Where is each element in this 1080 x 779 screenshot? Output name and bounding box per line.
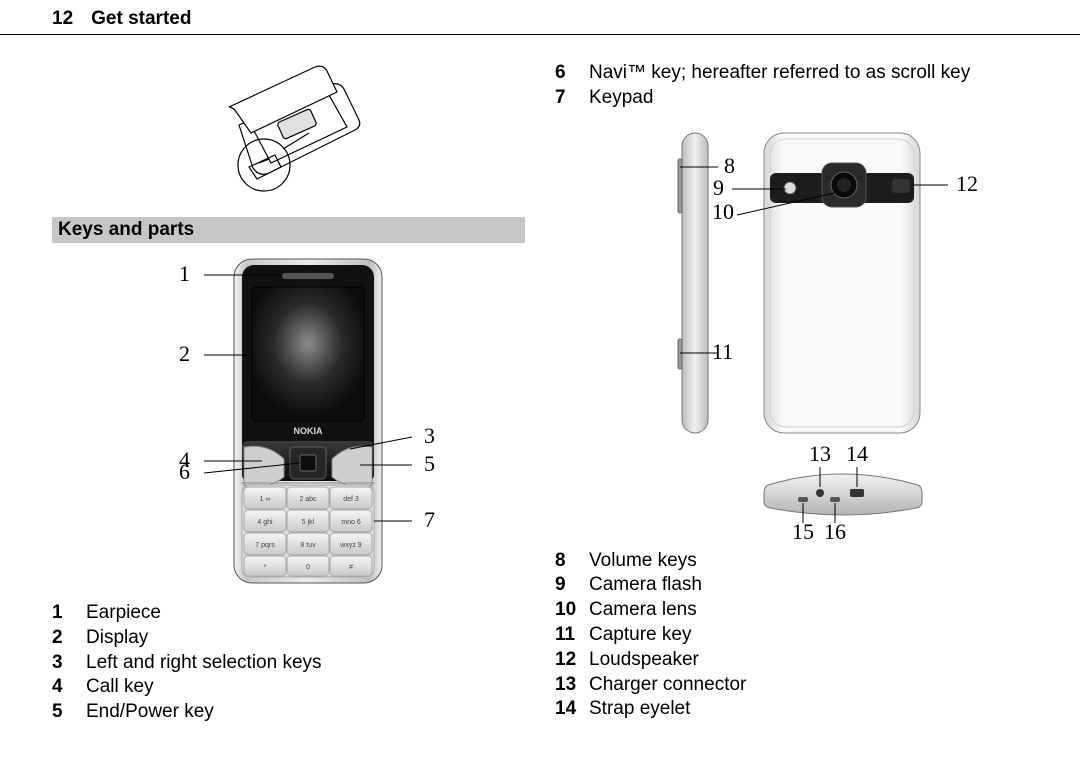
phone-rear-svg: 8 9 10 11 12	[572, 119, 1012, 539]
list-item: 2Display	[52, 626, 525, 651]
list-item: 14Strap eyelet	[555, 697, 1028, 722]
svg-text:7 pqrs: 7 pqrs	[255, 542, 275, 549]
page-header: 12 Get started	[0, 0, 1080, 35]
list-item: 11Capture key	[555, 623, 1028, 648]
legend-right-top: 6Navi™ key; hereafter referred to as scr…	[555, 61, 1028, 111]
svg-text:2: 2	[179, 341, 190, 366]
chapter-title: Get started	[91, 8, 191, 30]
assembly-svg	[189, 55, 389, 205]
svg-text:8 tuv: 8 tuv	[300, 542, 316, 549]
svg-text:3: 3	[424, 423, 435, 448]
svg-text:5: 5	[424, 451, 435, 476]
figure-phone-front: NOKIA	[52, 243, 525, 595]
list-item: 5End/Power key	[52, 700, 525, 725]
svg-text:0: 0	[306, 564, 310, 571]
svg-text:14: 14	[846, 441, 868, 466]
list-item: 8Volume keys	[555, 549, 1028, 574]
svg-text:mno 6: mno 6	[341, 519, 361, 526]
svg-text:8: 8	[724, 153, 735, 178]
phone-back	[764, 133, 920, 433]
svg-text:1 ∞: 1 ∞	[259, 496, 270, 503]
svg-text:wxyz 9: wxyz 9	[339, 542, 362, 549]
figure-phone-rear: 8 9 10 11 12	[555, 111, 1028, 543]
list-item: 12Loudspeaker	[555, 648, 1028, 673]
svg-text:11: 11	[712, 339, 733, 364]
svg-text:def 3: def 3	[343, 496, 359, 503]
svg-text:6: 6	[179, 459, 190, 484]
svg-text:2 abc: 2 abc	[299, 496, 317, 503]
page-number: 12	[52, 8, 73, 30]
section-keys-and-parts: Keys and parts	[52, 217, 525, 243]
list-item: 3Left and right selection keys	[52, 651, 525, 676]
legend-right-bottom: 8Volume keys 9Camera flash 10Camera lens…	[555, 549, 1028, 723]
list-item: 9Camera flash	[555, 573, 1028, 598]
svg-text:9: 9	[713, 175, 724, 200]
page-columns: Keys and parts	[0, 35, 1080, 725]
keypad: 1 ∞ 2 abc def 3 4 ghi 5 jkl mno 6 7 pqrs…	[242, 485, 374, 577]
brand-label: NOKIA	[293, 426, 323, 436]
list-item: 4Call key	[52, 675, 525, 700]
svg-text:5 jkl: 5 jkl	[301, 519, 314, 526]
svg-text:15: 15	[792, 519, 814, 539]
svg-text:#: #	[349, 564, 353, 571]
list-item: 6Navi™ key; hereafter referred to as scr…	[555, 61, 1028, 86]
svg-text:*: *	[263, 564, 266, 571]
phone-front-svg: NOKIA	[104, 251, 474, 591]
legend-left: 1Earpiece 2Display 3Left and right selec…	[52, 601, 525, 725]
phone-side	[678, 133, 708, 433]
svg-text:13: 13	[809, 441, 831, 466]
svg-text:10: 10	[712, 199, 734, 224]
right-column: 6Navi™ key; hereafter referred to as scr…	[555, 47, 1028, 725]
svg-text:7: 7	[424, 507, 435, 532]
svg-text:12: 12	[956, 171, 978, 196]
left-column: Keys and parts	[52, 47, 525, 725]
list-item: 10Camera lens	[555, 598, 1028, 623]
list-item: 1Earpiece	[52, 601, 525, 626]
figure-assembly	[52, 47, 525, 209]
svg-text:16: 16	[824, 519, 846, 539]
list-item: 13Charger connector	[555, 673, 1028, 698]
svg-text:1: 1	[179, 261, 190, 286]
list-item: 7Keypad	[555, 86, 1028, 111]
phone-bottom	[764, 474, 922, 515]
svg-text:4 ghi: 4 ghi	[257, 519, 273, 526]
